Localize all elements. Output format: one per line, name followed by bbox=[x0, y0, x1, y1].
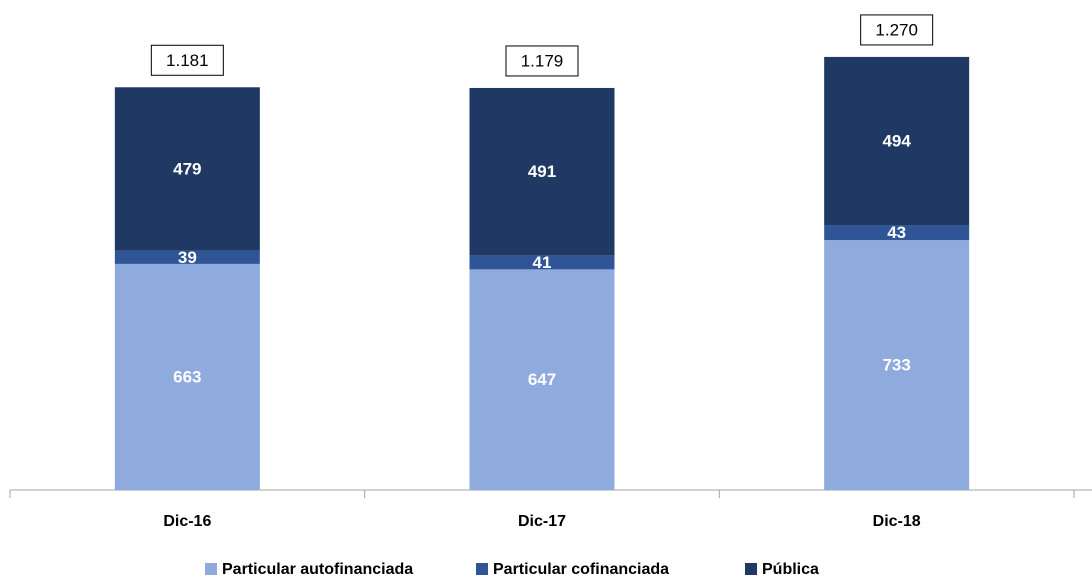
data-label: 41 bbox=[533, 253, 552, 272]
x-tick-label: Dic-18 bbox=[873, 513, 921, 530]
data-label: 647 bbox=[528, 370, 556, 389]
data-label: 491 bbox=[528, 162, 556, 181]
total-label: 1.179 bbox=[521, 51, 564, 70]
bar-segment bbox=[824, 56, 970, 226]
data-label: 733 bbox=[882, 356, 910, 375]
x-tick-label: Dic-16 bbox=[163, 513, 211, 530]
data-label: 494 bbox=[882, 132, 911, 151]
data-label: 663 bbox=[173, 367, 201, 386]
total-box bbox=[150, 44, 224, 76]
bar-segment bbox=[114, 250, 260, 264]
bar-segment bbox=[114, 87, 260, 251]
legend-swatch bbox=[476, 563, 488, 575]
legend-swatch bbox=[205, 563, 217, 575]
legend-swatch bbox=[745, 563, 757, 575]
bar-segment bbox=[114, 263, 260, 490]
data-label: 43 bbox=[887, 223, 906, 242]
legend-label: Pública bbox=[762, 561, 819, 578]
total-label: 1.181 bbox=[166, 51, 209, 70]
bar-segment bbox=[469, 255, 615, 270]
total-box bbox=[505, 45, 579, 77]
bar-segment bbox=[469, 87, 615, 256]
legend-label: Particular cofinanciada bbox=[493, 561, 669, 578]
bar-segment bbox=[824, 225, 970, 241]
bar-segment bbox=[824, 240, 970, 490]
data-label: 479 bbox=[173, 159, 201, 178]
data-label: 39 bbox=[178, 248, 197, 267]
total-label: 1.270 bbox=[875, 20, 918, 39]
total-box bbox=[860, 14, 934, 46]
legend-label: Particular autofinanciada bbox=[222, 561, 413, 578]
x-tick-label: Dic-17 bbox=[518, 513, 566, 530]
bar-segment bbox=[469, 269, 615, 490]
